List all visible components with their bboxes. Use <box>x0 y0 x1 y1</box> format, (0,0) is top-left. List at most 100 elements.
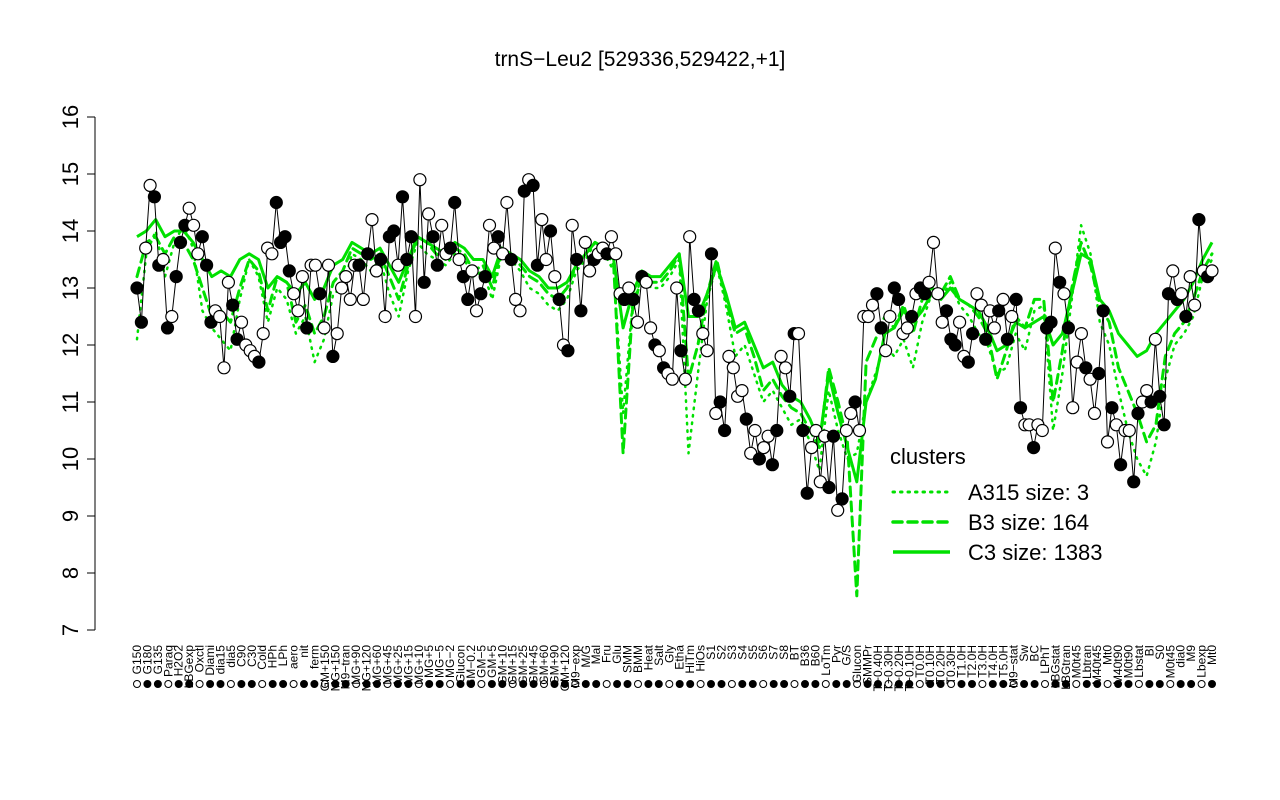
sample-line <box>136 178 1213 511</box>
sample-point <box>878 344 893 358</box>
sample-point <box>422 207 436 221</box>
x-tick-label: G135 <box>151 645 165 675</box>
sample-point <box>726 361 740 375</box>
sample-point <box>217 361 231 375</box>
x-tick-label: Cold <box>255 645 269 670</box>
sample-point <box>535 213 549 227</box>
x-tick-label: HiTm <box>683 645 697 674</box>
sample-point <box>918 287 932 301</box>
x-tick-label: LoTm <box>819 645 833 676</box>
x-tick-label: M0t90 <box>1122 645 1136 679</box>
sample-point <box>874 321 888 335</box>
x-marker <box>508 680 517 688</box>
x-marker <box>623 680 632 688</box>
sample-point <box>1157 418 1171 432</box>
x-tick-label: C90 <box>234 645 248 667</box>
x-marker <box>978 680 987 688</box>
sample-point <box>426 230 440 244</box>
sample-point <box>683 230 697 244</box>
x-tick-label: T−0.20H <box>892 645 906 691</box>
x-marker <box>1061 680 1070 688</box>
x-tick-label: dia0 <box>1174 645 1188 668</box>
sample-point <box>804 441 819 455</box>
x-tick-label: Glucon <box>454 645 468 683</box>
sample-point <box>173 235 188 249</box>
x-tick-label: M9 <box>1184 645 1198 662</box>
sample-point <box>335 281 349 295</box>
y-tick-label: 9 <box>58 510 83 522</box>
x-marker <box>999 680 1008 688</box>
legend: clusters A315 size: 3 B3 size: 164 C3 size… <box>890 444 1103 565</box>
legend-label: B3 size: 164 <box>968 510 1089 535</box>
sample-point <box>321 258 336 272</box>
sample-point <box>513 304 527 318</box>
x-marker <box>1114 680 1123 688</box>
x-marker <box>717 680 726 688</box>
sample-point <box>752 452 767 466</box>
sample-point <box>722 349 736 363</box>
legend-label: A315 size: 3 <box>968 480 1089 505</box>
x-marker <box>759 680 768 688</box>
sample-point <box>1087 406 1102 420</box>
x-tick-label: G/S <box>840 645 854 666</box>
sample-point <box>826 429 841 443</box>
x-tick-label: dia15 <box>214 645 228 675</box>
x-marker <box>707 680 715 688</box>
x-marker <box>957 680 966 688</box>
x-marker <box>185 680 194 688</box>
x-tick-label: Mal <box>589 645 603 664</box>
sample-point <box>147 190 161 204</box>
x-marker <box>362 680 371 688</box>
x-tick-label: HPh <box>266 645 280 668</box>
x-tick-label: nit <box>297 644 311 657</box>
sample-point <box>461 292 475 306</box>
sample-point <box>626 292 640 306</box>
sample-point <box>482 218 497 232</box>
sample-point <box>831 503 845 517</box>
sample-point <box>452 252 466 267</box>
x-marker <box>915 680 924 688</box>
x-marker <box>634 680 642 688</box>
x-marker <box>237 680 246 688</box>
sample-point <box>1113 458 1128 472</box>
sample-point <box>269 195 283 210</box>
sample-point <box>783 389 797 403</box>
sample-point <box>891 292 906 306</box>
legend-title: clusters <box>890 444 966 469</box>
x-tick-label: LBGstat <box>1048 644 1062 688</box>
sample-point <box>474 287 488 301</box>
x-marker <box>1020 680 1029 688</box>
sample-point <box>1127 475 1141 489</box>
sample-point <box>1153 389 1167 403</box>
x-marker <box>665 680 674 688</box>
sample-point <box>400 252 414 267</box>
sample-point <box>604 230 619 244</box>
x-tick-label: Salt <box>652 644 666 665</box>
sample-point <box>408 309 423 324</box>
x-tick-label: G150 <box>130 645 144 675</box>
sample-point <box>404 230 418 244</box>
sample-point <box>478 270 492 284</box>
sample-point <box>265 247 279 261</box>
sample-point <box>965 327 980 341</box>
x-tick-label: SMMPr <box>861 645 875 685</box>
x-tick-label: GM+45 <box>527 645 541 685</box>
sample-point <box>352 258 366 272</box>
sample-point <box>687 292 701 306</box>
sample-point <box>678 372 693 386</box>
sample-point <box>1205 264 1219 278</box>
x-marker <box>268 680 277 688</box>
sample-point <box>469 304 484 318</box>
x-marker <box>477 680 486 688</box>
sample-point <box>1044 315 1058 329</box>
sample-point <box>365 213 379 227</box>
sample-point <box>639 275 653 289</box>
legend-label: C3 size: 1383 <box>968 540 1103 565</box>
sample-point <box>339 270 353 284</box>
sample-point <box>134 315 148 329</box>
x-marker <box>226 680 235 688</box>
sample-point <box>848 395 862 409</box>
x-marker <box>853 680 862 688</box>
sample-point <box>578 235 592 249</box>
sample-point <box>709 406 723 420</box>
